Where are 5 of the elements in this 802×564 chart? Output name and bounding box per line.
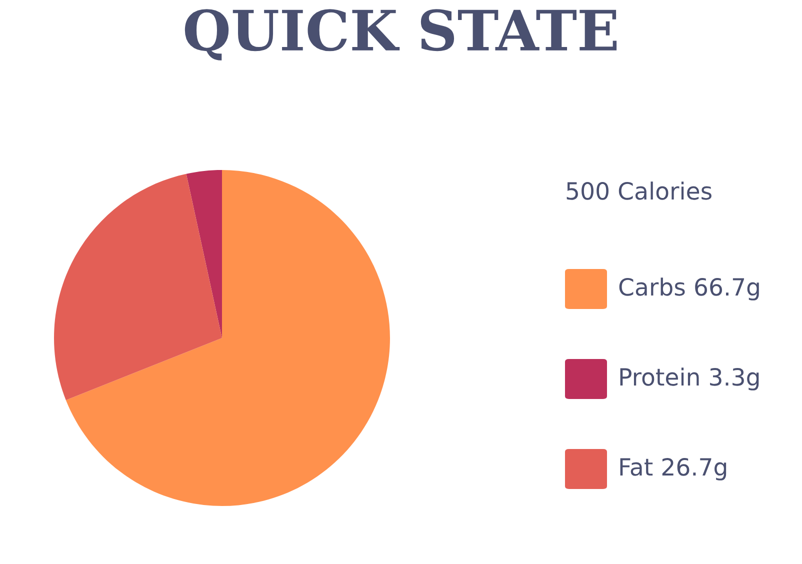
legend-label: Protein 3.3g (620, 368, 759, 390)
legend-label: Fat 26.7g (620, 458, 726, 480)
chart-title: QUICK STATE (184, 9, 617, 60)
legend-title: 500 Calories (566, 182, 712, 200)
legend-label: Carbs 66.7g (619, 278, 759, 300)
